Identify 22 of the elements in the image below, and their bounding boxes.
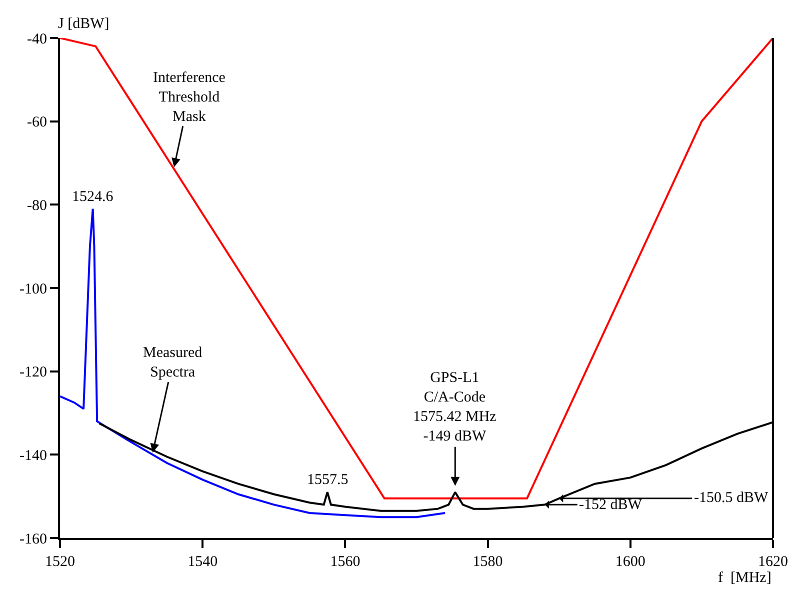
- y-tick-label: -120: [20, 364, 47, 381]
- x-tick-label: 1600: [615, 554, 646, 570]
- x-axis-title: f [MHz]: [718, 570, 772, 586]
- annotation: -152 dBW: [579, 497, 643, 513]
- y-tick-label: -40: [27, 31, 47, 48]
- y-tick-label: -60: [27, 114, 47, 131]
- annotation: 1524.6: [72, 189, 114, 205]
- y-tick-label: -160: [20, 531, 47, 548]
- y-tick-label: -100: [20, 281, 47, 298]
- y-axis-title: J [dBW]: [58, 16, 110, 32]
- annotation: 1557.5: [307, 472, 348, 488]
- y-tick-label: -140: [20, 448, 47, 464]
- x-tick-label: 1620: [758, 554, 788, 570]
- annotation: Interference Threshold Mask: [153, 70, 226, 125]
- x-tick-label: 1560: [330, 554, 360, 570]
- annotation: GPS-L1 C/A-Code 1575.42 MHz -149 dBW: [413, 370, 497, 444]
- x-tick-label: 1580: [472, 554, 503, 570]
- x-tick-label: 1540: [188, 554, 218, 570]
- y-tick-label: -80: [27, 198, 47, 214]
- x-tick-label: 1520: [45, 554, 75, 570]
- annotation: -150.5 dBW: [694, 490, 769, 506]
- annotation: Measured Spectra: [143, 345, 203, 380]
